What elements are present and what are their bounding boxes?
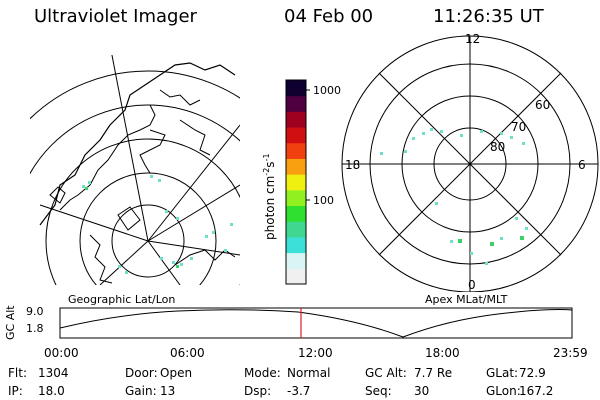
color-scale-band — [286, 268, 306, 285]
color-scale-bar — [285, 79, 310, 285]
altitude-curve — [59, 309, 573, 338]
polar-lat-label-70: 70 — [511, 120, 527, 134]
header-date: 04 Feb 00 — [284, 6, 374, 27]
polar-mlt-label-12: 12 — [465, 32, 481, 46]
color-scale-band — [286, 158, 306, 175]
polar-lat-label-80: 80 — [490, 140, 506, 154]
altitude-ytick-high: 9.0 — [26, 305, 44, 318]
color-scale-label: photon cm-2s-1 — [262, 153, 277, 240]
geo-map-label: Geographic Lat/Lon — [68, 293, 176, 306]
status-label: GLat: — [486, 366, 519, 380]
color-scale-band — [286, 174, 306, 191]
altitude-ytick-low: 1.8 — [26, 322, 44, 335]
polar-plot-label: Apex MLat/MLT — [425, 293, 508, 306]
color-scale-band — [286, 142, 306, 159]
status-value: 167.2 — [519, 384, 554, 398]
status-value: 1304 — [38, 366, 69, 380]
altitude-xtick-0000: 00:00 — [44, 346, 79, 360]
altitude-xtick-1200: 12:00 — [298, 346, 333, 360]
polar-lat-label-60: 60 — [535, 98, 551, 112]
status-value: 30 — [414, 384, 430, 398]
status-value: 13 — [160, 384, 176, 398]
status-label: Gain: — [125, 384, 157, 398]
page-title: Ultraviolet Imager — [34, 6, 197, 27]
altitude-plot — [59, 307, 573, 339]
polar-mlt-label-6: 6 — [578, 158, 586, 172]
polar-plot — [341, 35, 599, 292]
status-value: 18.0 — [38, 384, 65, 398]
status-label: Flt: — [8, 366, 27, 380]
status-label: Seq: — [365, 384, 392, 398]
color-scale-band — [286, 252, 306, 269]
status-label: Dsp: — [244, 384, 272, 398]
status-value: 7.7 Re — [414, 366, 453, 380]
status-label: IP: — [8, 384, 23, 398]
color-scale-band — [286, 111, 306, 128]
color-scale-band — [286, 221, 306, 238]
status-label: GC Alt: — [365, 366, 407, 380]
status-value: Open — [160, 366, 193, 380]
color-scale-band — [286, 95, 306, 112]
color-scale-band — [286, 189, 306, 207]
color-scale-band — [286, 205, 306, 222]
status-label: GLon: — [486, 384, 521, 398]
polar-mlt-label-18: 18 — [345, 158, 361, 172]
status-label: Door: — [125, 366, 158, 380]
altitude-axis-label: GC Alt — [4, 305, 17, 340]
color-scale-band — [286, 236, 306, 254]
polar-mlt-label-0: 0 — [468, 278, 476, 292]
color-scale-band — [286, 80, 306, 97]
altitude-xtick-2359: 23:59 — [553, 346, 588, 360]
altitude-xtick-1800: 18:00 — [425, 346, 460, 360]
altitude-xtick-0600: 06:00 — [170, 346, 205, 360]
status-value: 72.9 — [519, 366, 546, 380]
header-time: 11:26:35 UT — [433, 6, 544, 27]
geographic-map — [30, 55, 240, 285]
status-label: Mode: — [244, 366, 281, 380]
color-scale-band — [286, 127, 306, 144]
color-scale-tick-100: 100 — [313, 194, 334, 207]
color-scale-tick-1000: 1000 — [313, 84, 341, 97]
status-value: Normal — [287, 366, 331, 380]
status-value: -3.7 — [287, 384, 311, 398]
